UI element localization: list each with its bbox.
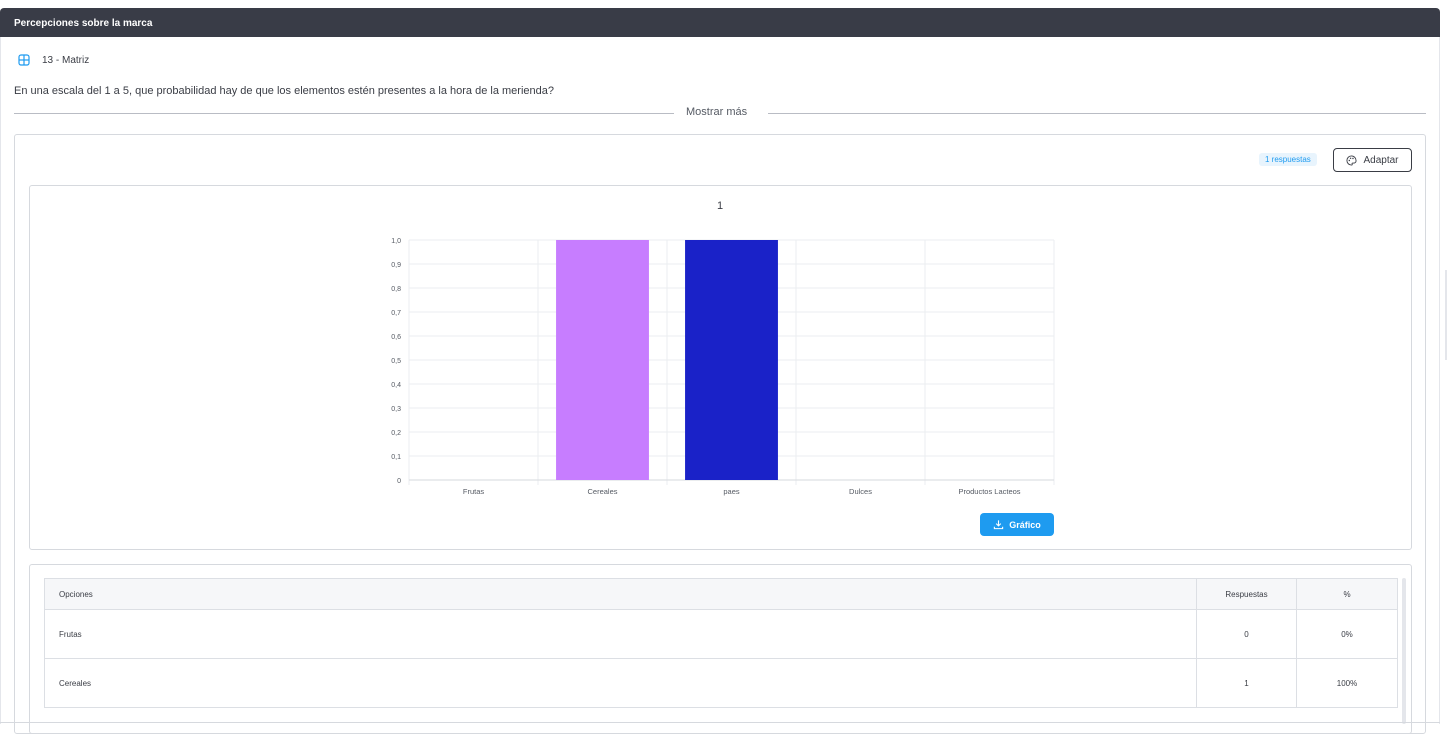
row-option: Frutas [44, 609, 1197, 659]
table-row: Frutas 0 0% [44, 609, 1398, 659]
divider-right [768, 113, 1426, 114]
x-tick-label: Frutas [463, 487, 485, 496]
y-tick-label: 0,2 [391, 430, 401, 437]
card-title: Percepciones sobre la marca [14, 18, 153, 29]
y-tick-label: 0 [397, 478, 401, 485]
question-type: 13 - Matriz [18, 54, 89, 66]
bottom-divider [0, 722, 1440, 723]
row-percent: 100% [1296, 658, 1398, 708]
adapt-button[interactable]: Adaptar [1333, 148, 1412, 172]
header-responses: Respuestas [1196, 578, 1297, 610]
header-options: Opciones [44, 578, 1197, 610]
question-text: En una escala del 1 a 5, que probabilida… [14, 85, 554, 97]
row-option: Cereales [44, 658, 1197, 708]
x-tick-label: paes [723, 487, 740, 496]
page-scrollbar[interactable] [1445, 270, 1447, 360]
y-tick-label: 0,1 [391, 454, 401, 461]
results-table: Opciones Respuestas % Frutas 0 0% Cereal… [44, 578, 1398, 708]
adapt-button-label: Adaptar [1363, 154, 1399, 166]
y-tick-label: 1,0 [391, 238, 401, 245]
bar-cereales[interactable] [556, 240, 649, 480]
y-tick-label: 0,6 [391, 334, 401, 341]
y-tick-label: 0,3 [391, 406, 401, 413]
responses-badge: 1 respuestas [1259, 153, 1317, 166]
question-type-label: 13 - Matriz [42, 54, 90, 66]
row-responses: 0 [1196, 609, 1297, 659]
download-chart-button[interactable]: Gráfico [980, 513, 1054, 536]
bar-paes[interactable] [685, 240, 778, 480]
row-percent: 0% [1296, 609, 1398, 659]
row-responses: 1 [1196, 658, 1297, 708]
download-icon [994, 520, 1004, 530]
table-scrollbar[interactable] [1402, 578, 1406, 724]
chart-title: 1 [717, 200, 723, 212]
show-more-link[interactable]: Mostrar más [686, 106, 748, 118]
y-tick-label: 0,5 [391, 358, 401, 365]
x-tick-label: Dulces [849, 487, 872, 496]
bar-chart: 1 0 0,1 0,2 0,3 0,4 0,5 0,6 0,7 0,8 0,9 1,0 Frutas… [391, 200, 1055, 496]
divider-left [14, 113, 674, 114]
y-tick-label: 0,9 [391, 262, 401, 269]
card-header: Percepciones sobre la marca [0, 8, 1440, 37]
table-header-row: Opciones Respuestas % [44, 578, 1398, 610]
x-tick-label: Cereales [587, 487, 617, 496]
card-body [0, 37, 1440, 724]
table-row: Cereales 1 100% [44, 658, 1398, 708]
y-tick-label: 0,4 [391, 382, 401, 389]
y-tick-label: 0,8 [391, 286, 401, 293]
download-chart-label: Gráfico [1009, 519, 1041, 530]
palette-icon [1347, 154, 1358, 166]
y-tick-label: 0,7 [391, 310, 401, 317]
chart-container [29, 185, 1412, 550]
grid-table-icon [18, 54, 30, 66]
x-tick-label: Productos Lacteos [958, 487, 1020, 496]
header-percent: % [1296, 578, 1398, 610]
